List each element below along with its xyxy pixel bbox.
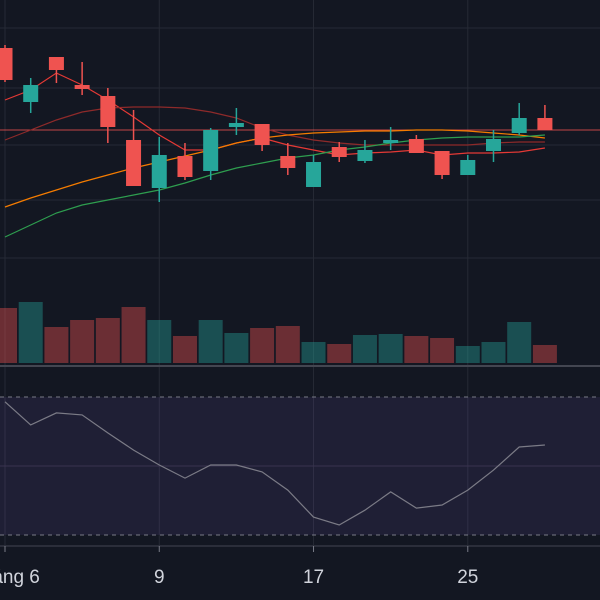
- volume-bar: [455, 346, 480, 363]
- candle-body: [306, 162, 322, 187]
- volume-bar: [532, 345, 557, 363]
- candle-body: [331, 147, 347, 157]
- candle-body: [460, 160, 476, 175]
- candle-body: [23, 85, 39, 102]
- rsi-line: [4, 401, 545, 526]
- volume-bar: [18, 302, 43, 363]
- volume-bar: [507, 322, 532, 363]
- moving-average-line: [4, 106, 545, 146]
- volume-bar: [404, 336, 429, 363]
- volume-bar: [224, 333, 249, 363]
- volume-bar: [44, 327, 69, 363]
- moving-average-line: [4, 129, 545, 208]
- volume-bar: [378, 334, 403, 363]
- volume-bar: [70, 320, 95, 363]
- candle-body: [254, 124, 270, 145]
- candle-body: [203, 130, 219, 171]
- x-tick-label: 9: [154, 567, 165, 588]
- volume-bar: [121, 307, 146, 363]
- candle-body: [126, 140, 142, 186]
- candle-body: [537, 118, 553, 130]
- candle-body: [151, 155, 167, 188]
- x-tick-label: 25: [457, 567, 478, 588]
- candle-body: [48, 57, 64, 70]
- moving-average-line: [4, 72, 545, 156]
- candle-body: [434, 151, 450, 175]
- volume-bar: [0, 308, 17, 363]
- moving-average-line: [4, 134, 545, 238]
- x-tick-label: 17: [303, 567, 324, 588]
- candle-body: [485, 139, 501, 151]
- x-tick-label: Tháng 6: [0, 567, 40, 588]
- candle-body: [357, 150, 373, 161]
- volume-bar: [301, 342, 326, 363]
- volume-bar: [198, 320, 223, 363]
- volume-bar: [352, 335, 377, 363]
- candle-body: [511, 118, 527, 133]
- volume-bar: [147, 320, 172, 363]
- volume-bar: [95, 318, 120, 363]
- volume-bar: [250, 328, 275, 363]
- volume-bar: [430, 338, 455, 363]
- candle-body: [74, 85, 90, 89]
- candle-body: [0, 48, 13, 80]
- candle-body: [100, 96, 116, 127]
- candle-body: [177, 156, 193, 177]
- volume-bar: [481, 342, 506, 363]
- volume-bar: [275, 326, 300, 363]
- candle-body: [383, 140, 399, 143]
- volume-bar: [327, 344, 352, 363]
- candle-body: [280, 156, 296, 168]
- candle-body: [408, 139, 424, 153]
- candle-body: [228, 123, 244, 127]
- volume-bar: [172, 336, 197, 363]
